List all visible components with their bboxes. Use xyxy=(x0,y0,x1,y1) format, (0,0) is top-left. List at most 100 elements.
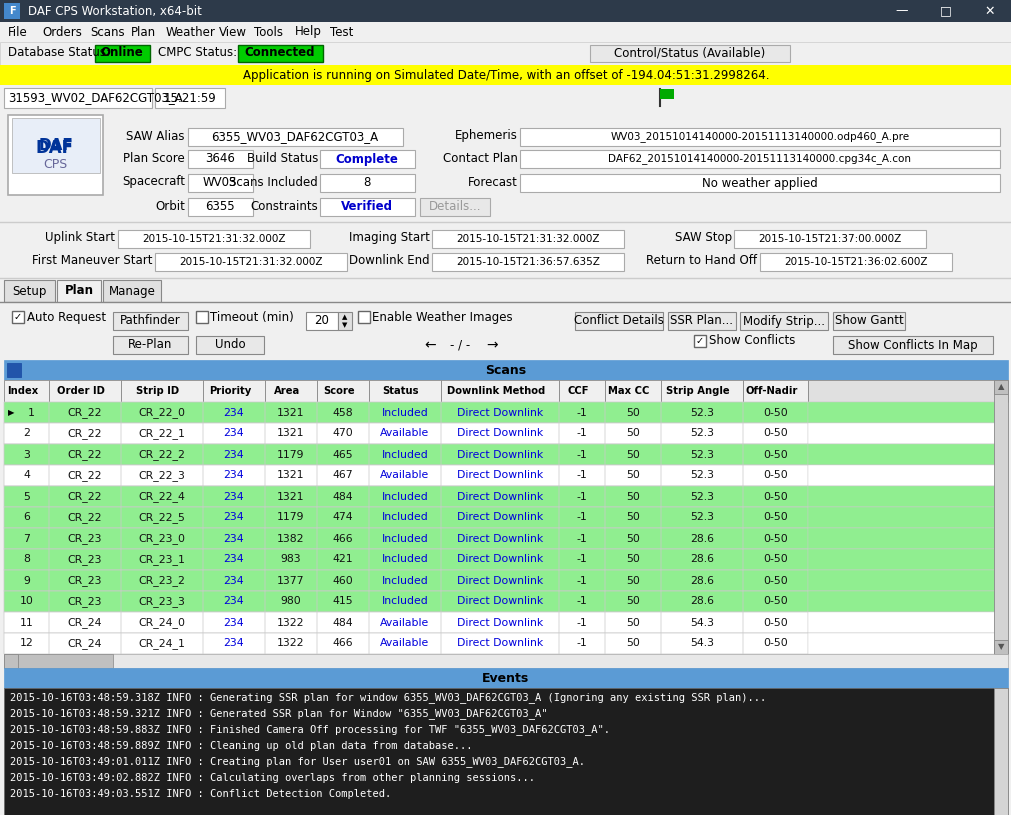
Text: 15:21:59: 15:21:59 xyxy=(164,91,216,104)
Text: 50: 50 xyxy=(626,470,639,481)
Text: Details...: Details... xyxy=(429,200,481,214)
Bar xyxy=(605,465,660,486)
Bar xyxy=(369,465,441,486)
Bar xyxy=(605,549,660,570)
Text: Weather: Weather xyxy=(166,25,215,38)
Text: Manage: Manage xyxy=(108,284,156,297)
Bar xyxy=(188,174,253,192)
Text: CR_23: CR_23 xyxy=(68,533,102,544)
Bar xyxy=(667,312,735,330)
Text: Direct Downlink: Direct Downlink xyxy=(456,575,543,585)
Bar xyxy=(121,549,203,570)
Bar xyxy=(203,380,265,402)
Text: 9: 9 xyxy=(23,575,30,585)
Bar xyxy=(4,444,49,465)
Text: -1: -1 xyxy=(576,534,586,544)
Text: Help: Help xyxy=(295,25,321,38)
Bar xyxy=(4,465,1007,486)
Bar xyxy=(49,528,121,549)
Text: Direct Downlink: Direct Downlink xyxy=(456,618,543,628)
Bar xyxy=(4,549,49,570)
Bar xyxy=(188,128,402,146)
Text: Scans Included: Scans Included xyxy=(229,175,317,188)
Bar xyxy=(369,549,441,570)
Bar xyxy=(742,612,807,633)
Bar xyxy=(369,423,441,444)
Text: Show Conflicts In Map: Show Conflicts In Map xyxy=(847,338,977,351)
Bar xyxy=(807,612,1007,633)
Bar xyxy=(49,612,121,633)
Text: WV03_20151014140000-20151113140000.odp460_A.pre: WV03_20151014140000-20151113140000.odp46… xyxy=(610,131,909,143)
Text: CR_23_1: CR_23_1 xyxy=(139,554,185,565)
Text: Index: Index xyxy=(7,386,38,396)
Bar xyxy=(188,150,253,168)
Text: Setup: Setup xyxy=(12,284,47,297)
Text: CR_24_1: CR_24_1 xyxy=(139,638,185,649)
Text: 0-50: 0-50 xyxy=(762,470,788,481)
Text: 1321: 1321 xyxy=(277,491,304,501)
Text: 234: 234 xyxy=(223,597,244,606)
Bar xyxy=(660,591,742,612)
Bar xyxy=(316,549,369,570)
Text: SSR Plan...: SSR Plan... xyxy=(670,315,733,328)
Text: 2015-10-15T21:31:32.000Z: 2015-10-15T21:31:32.000Z xyxy=(143,234,285,244)
Bar xyxy=(121,465,203,486)
Bar xyxy=(369,380,441,402)
Bar xyxy=(660,528,742,549)
Bar xyxy=(203,549,265,570)
Text: CR_24: CR_24 xyxy=(68,638,102,649)
Bar xyxy=(660,423,742,444)
Bar xyxy=(4,668,1007,688)
Bar xyxy=(660,444,742,465)
Bar xyxy=(558,591,605,612)
Bar xyxy=(265,633,316,654)
Bar xyxy=(238,45,323,62)
Text: Included: Included xyxy=(381,513,428,522)
Text: View: View xyxy=(219,25,247,38)
Text: CR_22_3: CR_22_3 xyxy=(139,470,185,481)
Text: 50: 50 xyxy=(626,638,639,649)
Bar xyxy=(4,633,1007,654)
Text: ✓: ✓ xyxy=(14,312,22,322)
Bar xyxy=(742,465,807,486)
Text: Imaging Start: Imaging Start xyxy=(349,231,430,244)
Bar xyxy=(558,402,605,423)
Text: Re-Plan: Re-Plan xyxy=(127,338,172,351)
Text: 1321: 1321 xyxy=(277,429,304,438)
Text: 2015-10-16T03:49:01.011Z INFO : Creating plan for User user01 on SAW 6355_WV03_D: 2015-10-16T03:49:01.011Z INFO : Creating… xyxy=(10,756,584,768)
Text: ←: ← xyxy=(424,338,436,352)
Text: Constraints: Constraints xyxy=(250,200,317,213)
Text: Verified: Verified xyxy=(341,200,392,214)
Bar xyxy=(4,507,49,528)
Bar xyxy=(441,633,558,654)
Bar xyxy=(4,423,49,444)
Bar xyxy=(993,380,1007,394)
Bar xyxy=(316,402,369,423)
Bar xyxy=(660,570,742,591)
Bar xyxy=(441,423,558,444)
Text: 2015-10-15T21:36:02.600Z: 2015-10-15T21:36:02.600Z xyxy=(784,257,927,267)
Bar xyxy=(316,591,369,612)
Bar xyxy=(605,528,660,549)
Text: CR_22_4: CR_22_4 xyxy=(139,491,185,502)
Text: CR_23: CR_23 xyxy=(68,575,102,586)
Text: 28.6: 28.6 xyxy=(690,534,714,544)
Text: 983: 983 xyxy=(280,554,301,565)
Text: 12: 12 xyxy=(19,638,33,649)
Text: Events: Events xyxy=(482,672,529,685)
Text: 52.3: 52.3 xyxy=(690,491,714,501)
Text: Complete: Complete xyxy=(336,152,398,165)
Text: 28.6: 28.6 xyxy=(690,554,714,565)
Text: CR_23: CR_23 xyxy=(68,596,102,607)
Text: 415: 415 xyxy=(333,597,353,606)
Text: 234: 234 xyxy=(223,575,244,585)
Text: 980: 980 xyxy=(280,597,301,606)
Text: SAW Alias: SAW Alias xyxy=(126,130,185,143)
Text: CR_22: CR_22 xyxy=(68,470,102,481)
Text: CR_22_0: CR_22_0 xyxy=(139,407,185,418)
Bar xyxy=(196,336,264,354)
Bar xyxy=(660,633,742,654)
Bar xyxy=(605,507,660,528)
Text: Online: Online xyxy=(100,46,144,59)
Bar xyxy=(605,612,660,633)
